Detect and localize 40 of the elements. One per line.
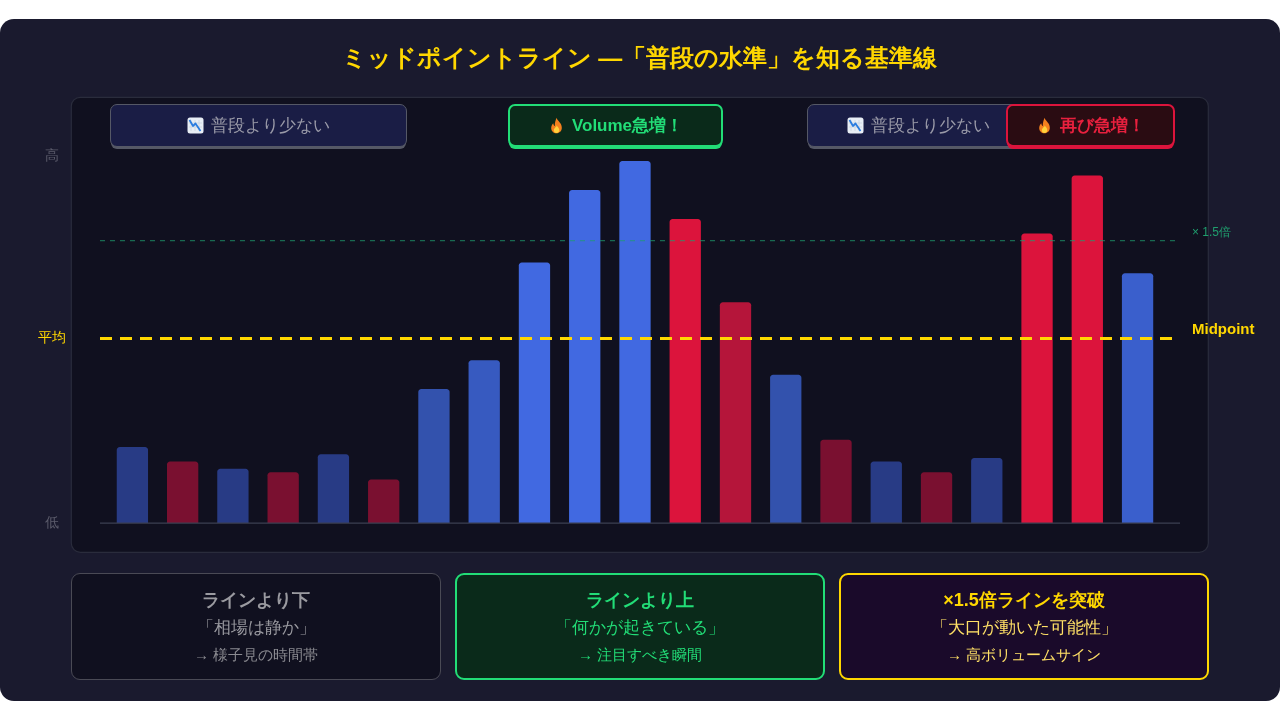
- bar: [267, 472, 299, 524]
- bar: [368, 479, 400, 524]
- bar: [217, 468, 249, 524]
- bar: [770, 374, 802, 524]
- bar: [1121, 273, 1154, 524]
- ref-line-label: Midpoint: [1192, 320, 1255, 338]
- bar: [166, 461, 199, 524]
- bar: [518, 262, 551, 524]
- text: 低: [45, 514, 59, 531]
- text: → 高ボリュームサイン: [946, 644, 1102, 665]
- bar: [468, 360, 500, 524]
- text: Volume急増！: [571, 115, 684, 137]
- text: 普段より少ない: [211, 115, 330, 137]
- bar: [418, 389, 450, 524]
- bar: [669, 218, 701, 524]
- text: 高: [45, 147, 59, 164]
- text: 平均: [38, 329, 66, 346]
- text: ×1.5倍ラインを突破: [943, 588, 1105, 612]
- bar: [820, 439, 852, 524]
- bar: [719, 302, 752, 524]
- text: 普段より少ない: [871, 115, 990, 137]
- text: → 注目すべき瞬間: [577, 644, 703, 665]
- text: 「相場は静か」: [196, 616, 316, 639]
- text: 「何かが起きている」: [555, 616, 725, 639]
- text: 再び急増！: [1060, 115, 1145, 137]
- chart-title: ミッドポイントライン —「普段の水準」を知る基準線: [341, 44, 939, 71]
- text: ラインより上: [586, 588, 694, 612]
- text: ラインより下: [202, 588, 310, 612]
- ref-line-label: × 1.5倍: [1192, 224, 1232, 239]
- text: 「大口が動いた可能性」: [930, 616, 1118, 639]
- bar: [317, 454, 350, 524]
- bar: [116, 447, 149, 524]
- bar: [971, 457, 1003, 524]
- bar: [619, 161, 651, 524]
- text: → 様子見の時間帯: [193, 644, 319, 665]
- bar: [569, 190, 601, 524]
- bar: [920, 472, 953, 524]
- bar: [1021, 233, 1053, 524]
- bar: [870, 461, 902, 524]
- bar: [1071, 175, 1103, 524]
